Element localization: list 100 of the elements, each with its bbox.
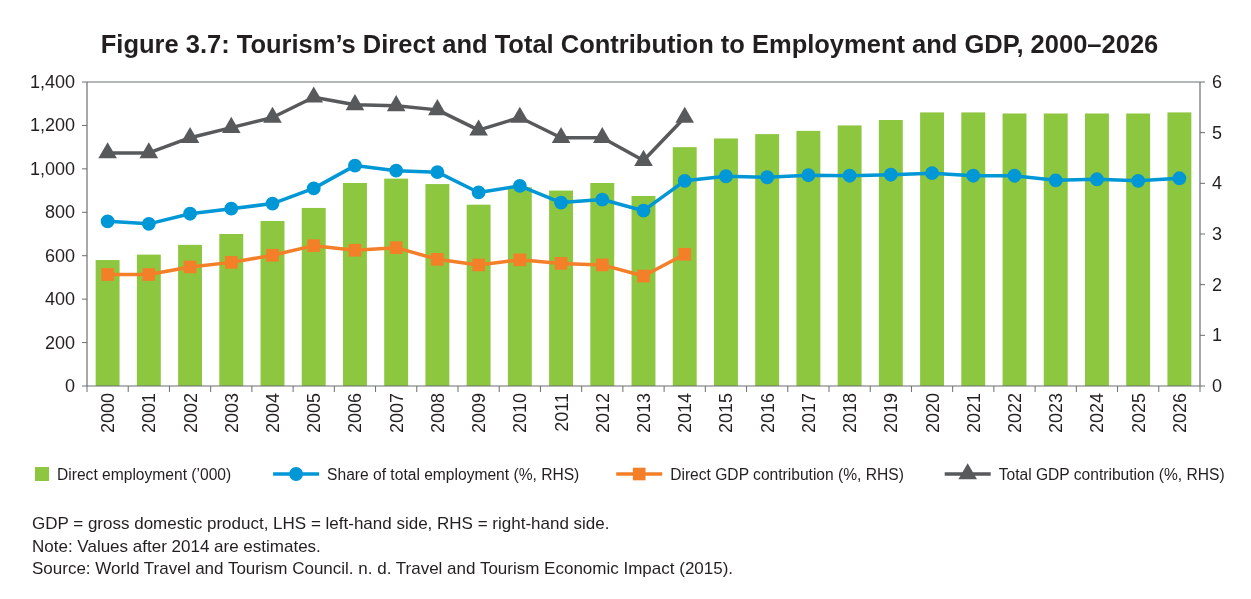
x-tick-label: 2024 [1087, 393, 1108, 434]
bar [384, 178, 409, 386]
point [266, 248, 279, 262]
x-tick-label: 2015 [716, 393, 737, 434]
point [675, 106, 695, 123]
point [224, 256, 238, 269]
x-tick-label: 2021 [963, 393, 984, 434]
point [183, 206, 197, 221]
bar [425, 184, 450, 386]
bar [95, 260, 120, 386]
point [678, 247, 692, 261]
point [1048, 173, 1063, 188]
bar [1043, 113, 1068, 386]
point [637, 269, 650, 283]
x-tick-label: 2019 [881, 393, 902, 434]
point [100, 214, 115, 229]
y2-tick-label: 0 [1212, 376, 1223, 396]
point [183, 260, 197, 274]
chart-title: Figure 3.7: Tourism’s Direct and Total Contribution to Employment and GDP, 2000–2026 [100, 30, 1159, 58]
point [1007, 168, 1022, 183]
bar [920, 112, 945, 386]
point [345, 94, 365, 111]
point [801, 168, 816, 183]
point [101, 268, 114, 281]
point [386, 95, 406, 112]
y-tick-label: 200 [44, 332, 75, 353]
x-tick-label: 2017 [798, 393, 819, 434]
point [430, 165, 445, 180]
x-tick-label: 2010 [510, 393, 531, 434]
point [634, 149, 653, 166]
x-tick-label: 2004 [263, 393, 283, 434]
point [306, 181, 321, 196]
y2-tick-label: 1 [1212, 325, 1223, 346]
point [677, 173, 692, 188]
point [551, 126, 571, 144]
point [139, 142, 159, 159]
point [510, 106, 530, 123]
point [760, 170, 775, 185]
point [307, 239, 321, 252]
point [263, 106, 282, 123]
x-tick-label: 2006 [345, 393, 366, 434]
point [265, 196, 280, 211]
point [592, 126, 612, 144]
point [925, 166, 939, 181]
y2-tick-label: 3 [1212, 224, 1223, 244]
point [141, 216, 156, 231]
bar [631, 196, 656, 386]
x-tick-label: 2005 [304, 393, 325, 434]
point [221, 116, 241, 133]
bar [342, 182, 367, 386]
point [431, 253, 444, 266]
x-tick-label: 2014 [675, 393, 696, 434]
bar [1167, 112, 1192, 386]
x-tick-label: 2016 [757, 393, 778, 434]
y-tick-label: 0 [64, 376, 75, 396]
bar [260, 220, 285, 386]
x-tick-label: 2002 [180, 393, 201, 434]
source-note: Source: World Travel and Tourism Council. n. d. Travel and Tourism Economic Impact (2015). [32, 559, 734, 578]
point [469, 119, 488, 136]
x-tick-label: 2022 [1005, 393, 1025, 434]
legend-label: Total GDP contribution (%, RHS) [998, 465, 1225, 483]
point [883, 167, 898, 182]
bar [1002, 113, 1027, 386]
x-tick-label: 2018 [840, 393, 861, 434]
x-tick-label: 2025 [1128, 393, 1149, 434]
legend-label: Share of total employment (%, RHS) [327, 465, 580, 483]
bar [1084, 113, 1109, 386]
y2-tick-label: 6 [1212, 72, 1223, 92]
bar [549, 190, 574, 386]
y-tick-label: 1,200 [29, 115, 75, 136]
x-tick-label: 2000 [98, 393, 119, 434]
legend-label: Direct GDP contribution (%, RHS) [670, 465, 904, 483]
point [512, 178, 527, 193]
y2-tick-label: 4 [1212, 173, 1223, 194]
bar [136, 254, 161, 386]
point [389, 163, 404, 178]
y-tick-label: 400 [44, 289, 75, 310]
point [554, 195, 568, 210]
x-tick-label: 2008 [427, 393, 448, 434]
bar [219, 234, 244, 386]
legend-label: Direct employment (’000) [57, 465, 232, 483]
point [389, 241, 403, 254]
point [513, 253, 527, 267]
point [554, 257, 568, 270]
point [98, 142, 117, 159]
point [471, 185, 486, 200]
point [719, 169, 733, 184]
point [428, 99, 447, 116]
x-tick-label: 2003 [221, 393, 242, 434]
bar [796, 130, 821, 386]
y-tick-label: 800 [44, 202, 75, 223]
point [636, 203, 651, 218]
point [842, 168, 857, 183]
point [348, 243, 362, 257]
point [304, 86, 324, 103]
y-tick-label: 1,000 [29, 158, 75, 179]
y2-tick-label: 2 [1212, 274, 1223, 295]
point [595, 258, 609, 272]
point [1090, 172, 1104, 187]
point [180, 126, 200, 144]
